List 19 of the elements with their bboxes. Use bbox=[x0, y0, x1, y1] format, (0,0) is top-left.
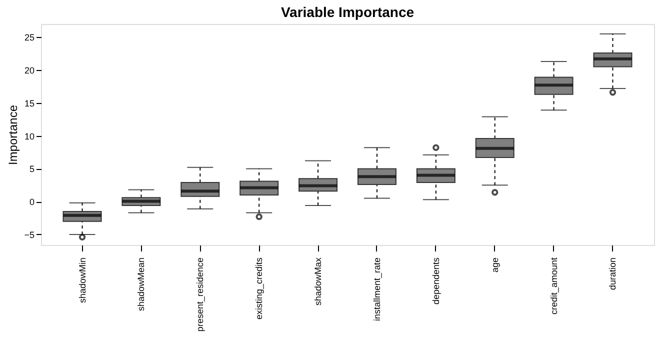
x-tick-label: duration bbox=[608, 258, 618, 290]
y-tick-label: 10 bbox=[24, 131, 34, 142]
y-tick-label: 15 bbox=[24, 98, 34, 108]
x-tick-label: dependents bbox=[430, 257, 441, 305]
x-tick-label: shadowMax bbox=[313, 257, 324, 306]
chart-title: Variable Importance bbox=[280, 4, 414, 20]
x-tick-label: present_residence bbox=[195, 258, 206, 332]
x-tick-label: credit_amount bbox=[548, 257, 559, 315]
y-tick-label: 20 bbox=[24, 66, 34, 76]
x-tick-label: installment_rate bbox=[372, 258, 382, 322]
x-tick-label: existing_credits bbox=[254, 257, 264, 320]
x-tick-label: shadowMean bbox=[136, 258, 146, 312]
x-tick-label: age bbox=[490, 258, 500, 273]
y-tick-label: −5 bbox=[24, 230, 34, 240]
y-tick-label: 0 bbox=[29, 197, 34, 208]
x-tick-label: shadowMin bbox=[77, 258, 88, 304]
y-tick-label: 5 bbox=[29, 164, 34, 174]
y-axis-title: Importance bbox=[6, 104, 20, 166]
y-tick-label: 25 bbox=[24, 32, 34, 43]
